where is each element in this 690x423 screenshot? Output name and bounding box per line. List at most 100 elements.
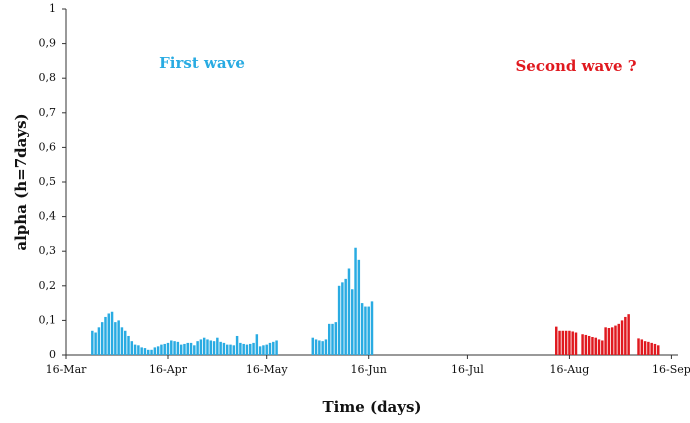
y-axis-title: alpha (h=7days) — [12, 113, 30, 250]
bar — [640, 339, 644, 355]
bar — [597, 339, 601, 355]
bar — [637, 338, 640, 355]
y-tick-label: 0,6 — [39, 140, 57, 153]
bar — [347, 268, 351, 355]
bar — [268, 342, 272, 355]
bar — [275, 340, 278, 355]
bar — [114, 322, 117, 355]
bar — [311, 337, 315, 355]
bar — [604, 327, 607, 355]
bar — [229, 344, 232, 355]
bar — [657, 345, 660, 355]
bar — [610, 327, 614, 355]
bar — [153, 347, 157, 355]
bar — [107, 313, 111, 355]
bar — [127, 335, 130, 355]
bar — [370, 301, 374, 355]
bar — [587, 335, 591, 355]
bar — [160, 344, 163, 355]
bar — [222, 342, 226, 355]
bar — [179, 344, 183, 355]
bar — [199, 339, 203, 355]
bar — [351, 289, 354, 355]
bar — [367, 306, 370, 355]
bar — [558, 330, 561, 355]
bar — [584, 334, 588, 355]
bar — [594, 337, 597, 355]
bar — [331, 323, 334, 355]
bar — [360, 303, 364, 355]
y-tick-label: 0,3 — [39, 244, 57, 257]
x-tick-label: 16-May — [246, 363, 289, 376]
bar — [232, 345, 236, 355]
x-tick-label: 16-Mar — [46, 363, 88, 376]
bar — [183, 343, 186, 355]
x-tick-label: 16-Sep — [652, 363, 690, 376]
x-tick-label: 16-Jun — [351, 363, 387, 376]
bar — [133, 344, 137, 355]
y-tick-label: 0,8 — [39, 71, 57, 84]
bar — [571, 331, 574, 355]
bar — [130, 341, 134, 355]
bar — [173, 341, 176, 355]
bar — [176, 341, 180, 355]
bar — [239, 342, 242, 355]
bar — [202, 337, 206, 355]
bar — [591, 337, 594, 355]
y-tick-label: 0 — [49, 348, 56, 361]
bar — [354, 247, 357, 355]
x-tick-label: 16-Jul — [451, 363, 484, 376]
bar — [219, 341, 222, 355]
y-tick-label: 0,1 — [39, 313, 57, 326]
bar — [314, 339, 318, 355]
y-tick-label: 0,5 — [39, 175, 57, 188]
y-tick-label: 0,2 — [39, 279, 57, 292]
bar — [189, 342, 193, 355]
bar — [601, 340, 604, 355]
bar — [364, 306, 367, 355]
bar — [337, 285, 341, 355]
bar — [170, 340, 173, 355]
bar — [137, 345, 140, 355]
bar — [653, 343, 657, 355]
bar — [97, 327, 101, 355]
bar — [245, 344, 249, 355]
bar — [150, 349, 153, 355]
bar — [140, 347, 143, 355]
annotation: Second wave ? — [515, 57, 636, 75]
bar — [91, 330, 94, 355]
bar — [156, 346, 160, 355]
bar — [581, 334, 584, 355]
annotation: First wave — [159, 54, 245, 72]
bar — [255, 334, 259, 355]
bar — [568, 330, 571, 355]
bar — [564, 330, 568, 355]
bar — [216, 337, 219, 355]
bar — [110, 311, 114, 355]
y-tick-label: 0,9 — [39, 37, 57, 50]
bar — [117, 320, 120, 355]
bar — [252, 342, 255, 355]
bar — [235, 335, 239, 355]
bar — [327, 323, 331, 355]
bar — [206, 339, 209, 355]
bar — [574, 332, 578, 355]
bar — [614, 325, 617, 355]
bar — [143, 348, 147, 355]
bar — [344, 278, 347, 355]
bar — [334, 322, 338, 355]
bar — [258, 346, 262, 355]
bar — [186, 342, 189, 355]
bar — [341, 282, 344, 355]
x-axis-title: Time (days) — [322, 398, 421, 416]
bar — [104, 316, 107, 355]
y-tick-label: 0,7 — [39, 106, 57, 119]
bar — [318, 340, 321, 355]
bar — [262, 345, 265, 355]
bar — [357, 259, 361, 355]
bar — [242, 343, 245, 355]
bar — [196, 341, 199, 355]
bar — [123, 330, 127, 355]
bar — [650, 342, 653, 355]
